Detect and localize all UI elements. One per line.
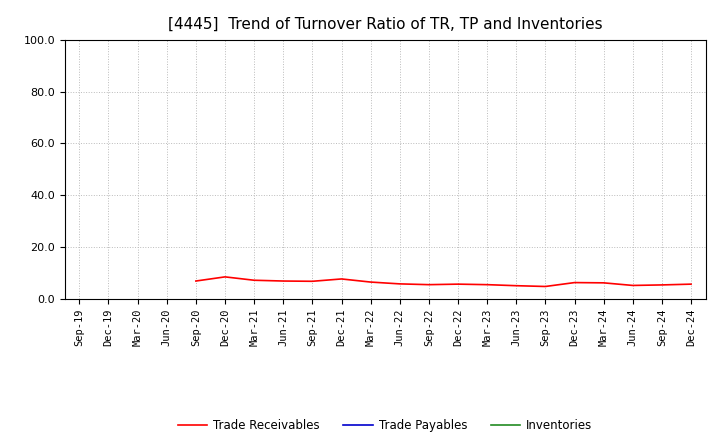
Trade Receivables xyxy=(687,282,696,287)
Trade Receivables xyxy=(570,280,579,285)
Trade Receivables xyxy=(657,282,666,288)
Trade Receivables xyxy=(250,278,258,283)
Trade Receivables xyxy=(425,282,433,287)
Trade Receivables xyxy=(308,279,317,284)
Trade Receivables xyxy=(599,280,608,286)
Trade Receivables xyxy=(629,283,637,288)
Trade Receivables xyxy=(483,282,492,287)
Legend: Trade Receivables, Trade Payables, Inventories: Trade Receivables, Trade Payables, Inven… xyxy=(173,414,598,436)
Trade Receivables xyxy=(192,279,200,284)
Line: Trade Receivables: Trade Receivables xyxy=(196,277,691,286)
Trade Receivables xyxy=(279,279,287,284)
Trade Receivables xyxy=(337,276,346,282)
Trade Receivables xyxy=(454,282,462,287)
Trade Receivables xyxy=(220,274,229,279)
Trade Receivables xyxy=(541,284,550,289)
Trade Receivables xyxy=(366,279,375,285)
Title: [4445]  Trend of Turnover Ratio of TR, TP and Inventories: [4445] Trend of Turnover Ratio of TR, TP… xyxy=(168,16,603,32)
Trade Receivables xyxy=(512,283,521,288)
Trade Receivables xyxy=(395,281,404,286)
